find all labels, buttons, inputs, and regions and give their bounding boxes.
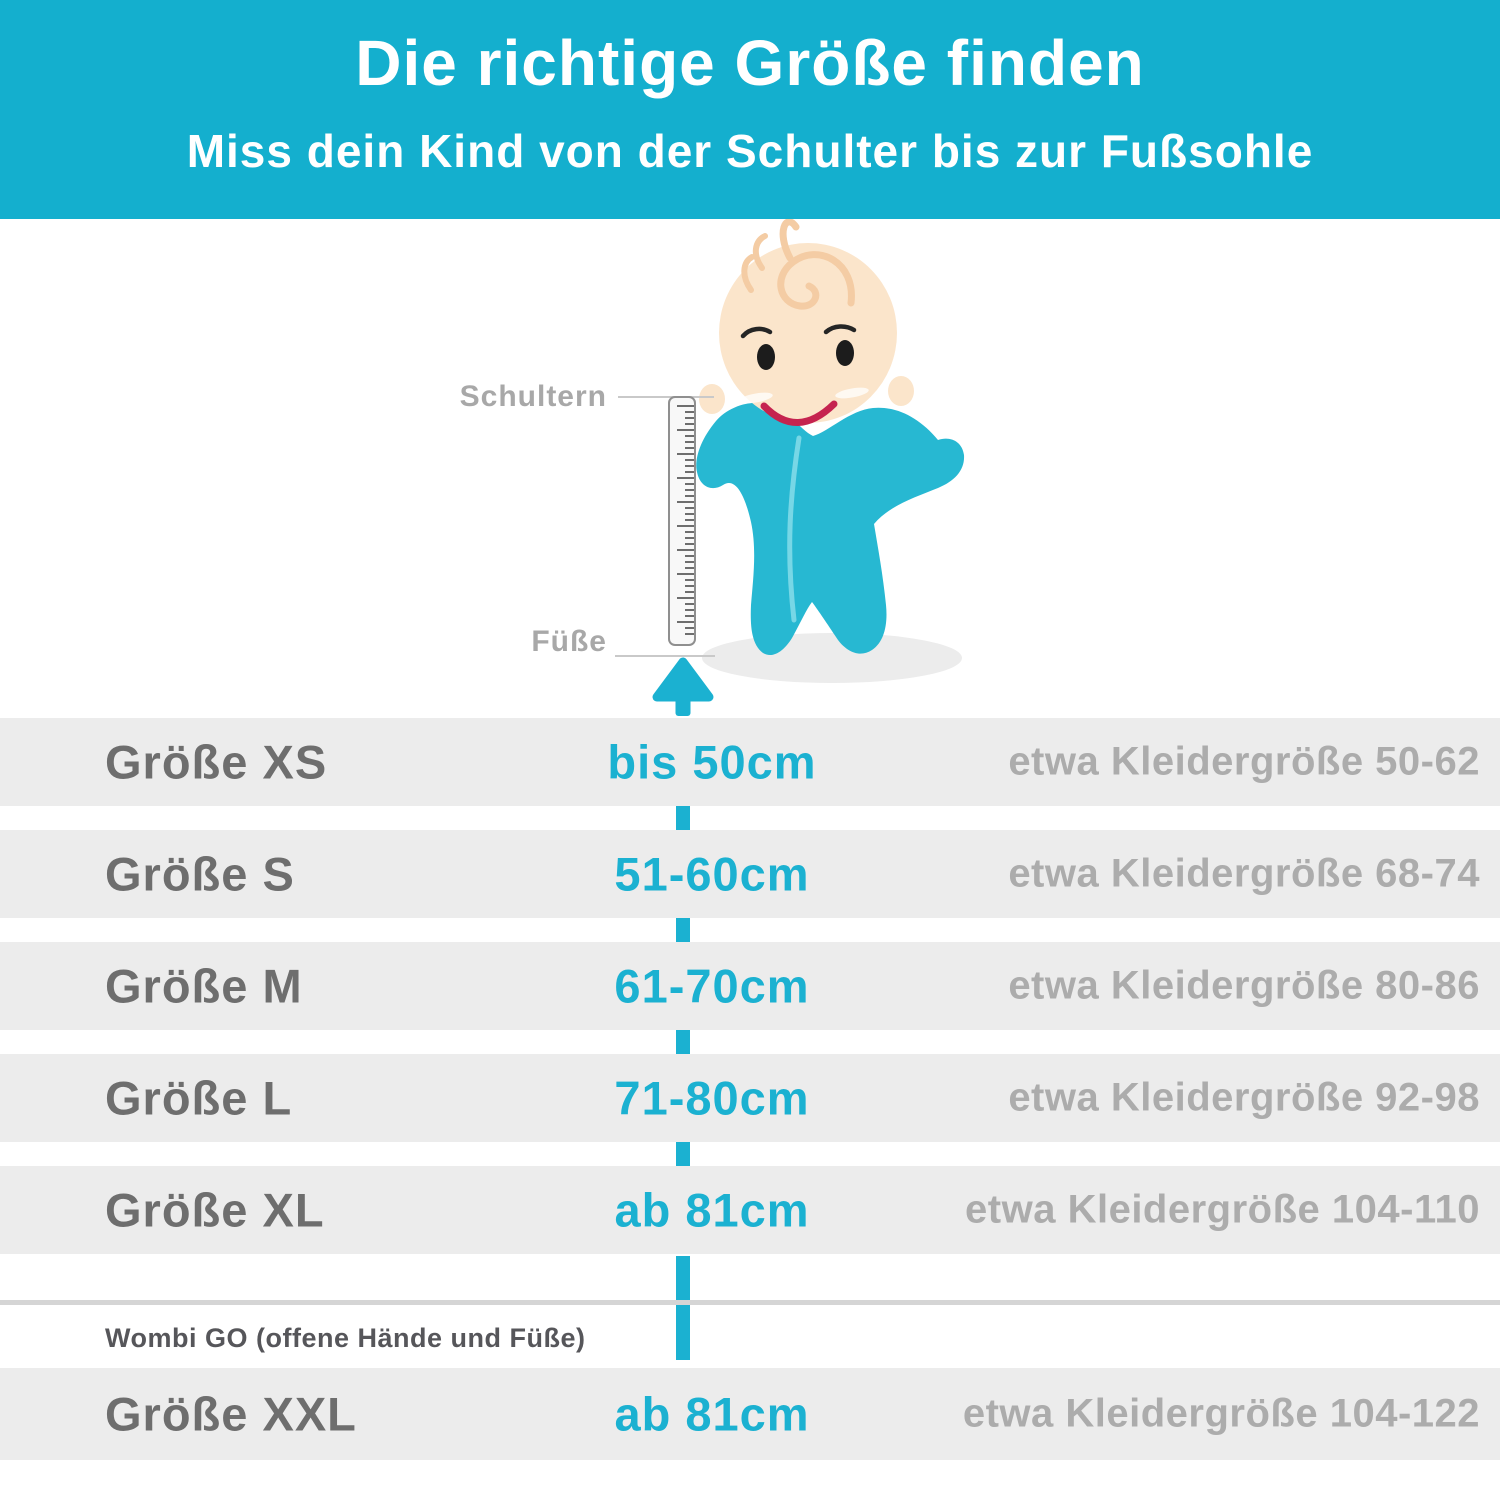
feet-line xyxy=(615,655,715,657)
row-clothing-size: etwa Kleidergröße 80-86 xyxy=(1008,963,1480,1008)
hair-swirl xyxy=(741,219,855,310)
row-size-label: Größe XL xyxy=(105,1183,325,1237)
table-row-l: Größe L 71-80cm etwa Kleidergröße 92-98 xyxy=(0,1054,1500,1142)
row-height-range: ab 81cm xyxy=(614,1183,810,1237)
row-clothing-size: etwa Kleidergröße 104-122 xyxy=(962,1391,1480,1436)
table-row-s: Größe S 51-60cm etwa Kleidergröße 68-74 xyxy=(0,830,1500,918)
row-size-label: Größe XXL xyxy=(105,1387,357,1441)
row-height-range: ab 81cm xyxy=(614,1387,810,1441)
row-clothing-size: etwa Kleidergröße 50-62 xyxy=(1008,739,1480,784)
measure-dash xyxy=(676,804,690,830)
left-ear xyxy=(699,384,725,414)
sleep-sack-body xyxy=(696,402,965,656)
feet-label: Füße xyxy=(531,625,607,658)
row-clothing-size: etwa Kleidergröße 104-110 xyxy=(965,1187,1480,1232)
row-height-range: 71-80cm xyxy=(614,1071,810,1125)
measure-dash xyxy=(676,916,690,942)
header: Die richtige Größe finden Miss dein Kind… xyxy=(0,0,1500,219)
wombi-go-note: Wombi GO (offene Hände und Füße) xyxy=(105,1323,586,1353)
table-row-xxl: Größe XXL ab 81cm etwa Kleidergröße 104-… xyxy=(0,1368,1500,1460)
row-size-label: Größe M xyxy=(105,959,303,1013)
shoulder-label: Schultern xyxy=(459,380,607,413)
smile xyxy=(760,400,838,426)
ruler-icon xyxy=(668,396,696,646)
measure-dash xyxy=(676,1028,690,1054)
row-size-label: Größe XS xyxy=(105,735,328,789)
zipper-highlight xyxy=(787,435,802,623)
measure-dash xyxy=(676,1140,690,1166)
shoulder-line xyxy=(618,396,714,398)
page-subtitle: Miss dein Kind von der Schulter bis zur … xyxy=(186,125,1314,177)
row-height-range: bis 50cm xyxy=(607,735,817,789)
left-cheek-blush xyxy=(739,392,773,404)
row-clothing-size: etwa Kleidergröße 92-98 xyxy=(1008,1075,1480,1120)
row-size-label: Größe S xyxy=(105,847,295,901)
right-cheek-blush xyxy=(835,387,869,399)
measure-dash-long xyxy=(676,1256,690,1360)
wombi-go-divider xyxy=(0,1300,1500,1305)
left-eye xyxy=(757,344,775,370)
floor-shadow xyxy=(702,633,962,683)
row-size-label: Größe L xyxy=(105,1071,293,1125)
table-row-m: Größe M 61-70cm etwa Kleidergröße 80-86 xyxy=(0,942,1500,1030)
baby-in-sleep-sack-illustration xyxy=(652,219,965,716)
row-height-range: 51-60cm xyxy=(614,847,810,901)
table-row-xl: Größe XL ab 81cm etwa Kleidergröße 104-1… xyxy=(0,1166,1500,1254)
row-clothing-size: etwa Kleidergröße 68-74 xyxy=(1008,851,1480,896)
right-eye xyxy=(836,340,854,366)
eyebrows xyxy=(740,324,857,339)
table-row-xs: Größe XS bis 50cm etwa Kleidergröße 50-6… xyxy=(0,718,1500,806)
row-height-range: 61-70cm xyxy=(614,959,810,1013)
up-arrow-icon xyxy=(652,657,714,716)
page-title: Die richtige Größe finden xyxy=(355,27,1145,99)
right-ear xyxy=(888,376,914,406)
